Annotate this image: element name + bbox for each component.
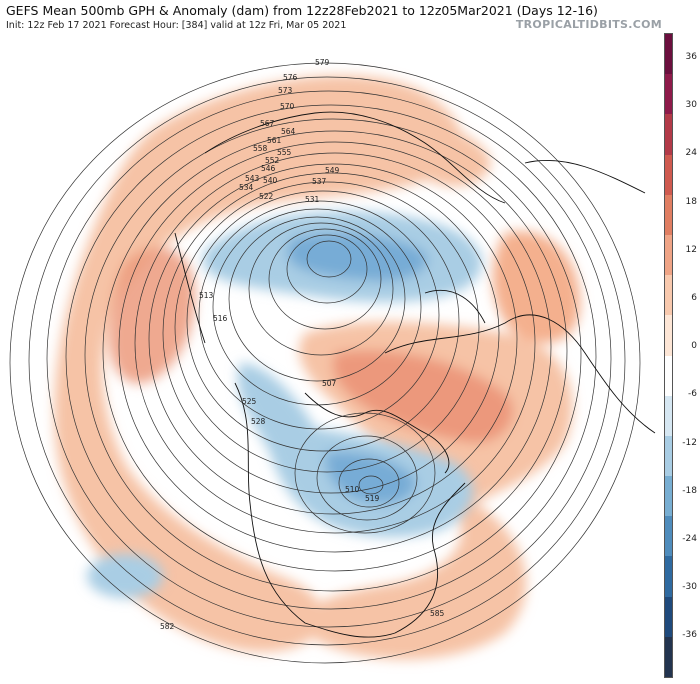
colorbar-tick-label: -12: [682, 437, 697, 448]
colorbar-segment: [665, 516, 672, 557]
colorbar-tick-label: 18: [685, 196, 697, 207]
colorbar-segment: [665, 154, 672, 195]
colorbar-tick-label: -24: [682, 534, 697, 544]
map-canvas: 579 576 573 570 567 564 561 558 555 552 …: [9, 58, 656, 664]
contour-label: 543: [245, 174, 260, 183]
brand-label: TROPICALTIDBITS.COM: [515, 18, 662, 31]
contour-label: 546: [261, 164, 276, 173]
negative-anomalies: [87, 211, 482, 598]
colorbar-segment: [665, 395, 672, 436]
colorbar-tick-label: 6: [691, 293, 697, 303]
colorbar-tick-label: 12: [685, 244, 697, 255]
coastlines: [174, 111, 656, 638]
colorbar-tick-label: 30: [685, 100, 697, 111]
contour-label: 555: [277, 148, 292, 157]
contour-label: 582: [160, 622, 175, 631]
contour-label: 561: [267, 136, 282, 145]
contour-label: 576: [283, 73, 298, 82]
contour-label: 510: [345, 485, 360, 494]
map-subtitle: Init: 12z Feb 17 2021 Forecast Hour: [38…: [6, 20, 347, 31]
contour-label: 525: [242, 397, 257, 406]
colorbar-segment: [665, 194, 672, 235]
contour-label: 516: [213, 314, 228, 323]
contour-label: 558: [253, 144, 268, 153]
colorbar-segment: [665, 34, 672, 75]
colorbar-segment: [665, 114, 672, 155]
contour-label: 528: [251, 417, 266, 426]
contour-label: 522: [259, 192, 274, 201]
contour-label: 531: [305, 195, 320, 204]
colorbar-segment: [665, 556, 672, 597]
colorbar-segment: [665, 636, 672, 677]
map-title: GEFS Mean 500mb GPH & Anomaly (dam) from…: [6, 3, 598, 18]
contour-label: 537: [312, 177, 327, 186]
contour-label: 567: [260, 119, 275, 128]
colorbar-segment: [665, 74, 672, 115]
contour-label: 540: [263, 176, 278, 185]
contour-label: 519: [365, 494, 380, 503]
colorbar-tick-label: -18: [682, 485, 697, 496]
colorbar-tick-label: -30: [682, 582, 697, 593]
colorbar-segment: [665, 596, 672, 637]
colorbar-segment: [665, 234, 672, 276]
contour-label: 585: [430, 609, 445, 618]
contour-label: 549: [325, 166, 340, 175]
contour-labels: 579 576 573 570 567 564 561 558 555 552 …: [160, 58, 445, 631]
contour-label: 579: [315, 58, 330, 67]
contour-label: 552: [265, 156, 280, 165]
colorbar-tick-label: 24: [685, 148, 697, 159]
colorbar-tick-label: 36: [685, 52, 697, 62]
contour-label: 564: [281, 127, 296, 136]
colorbar-segment: [665, 435, 672, 477]
colorbar-tick-label: 0: [691, 341, 697, 352]
height-contours: [9, 62, 641, 664]
colorbar-segment: [665, 355, 672, 396]
contour-label: 507: [322, 379, 337, 388]
contour-label: 573: [278, 86, 293, 95]
colorbar-segment: [665, 476, 672, 517]
colorbar-tick-label: -36: [682, 630, 697, 641]
colorbar-segment: [665, 315, 672, 356]
map-panel: 579 576 573 570 567 564 561 558 555 552 …: [5, 33, 660, 680]
contour-label: 513: [199, 291, 214, 300]
colorbar-segment: [665, 275, 672, 316]
contour-label: 534: [239, 183, 254, 192]
anomaly-colorbar: [664, 33, 673, 678]
contour-label: 570: [280, 102, 295, 111]
colorbar-tick-label: -6: [688, 389, 697, 400]
